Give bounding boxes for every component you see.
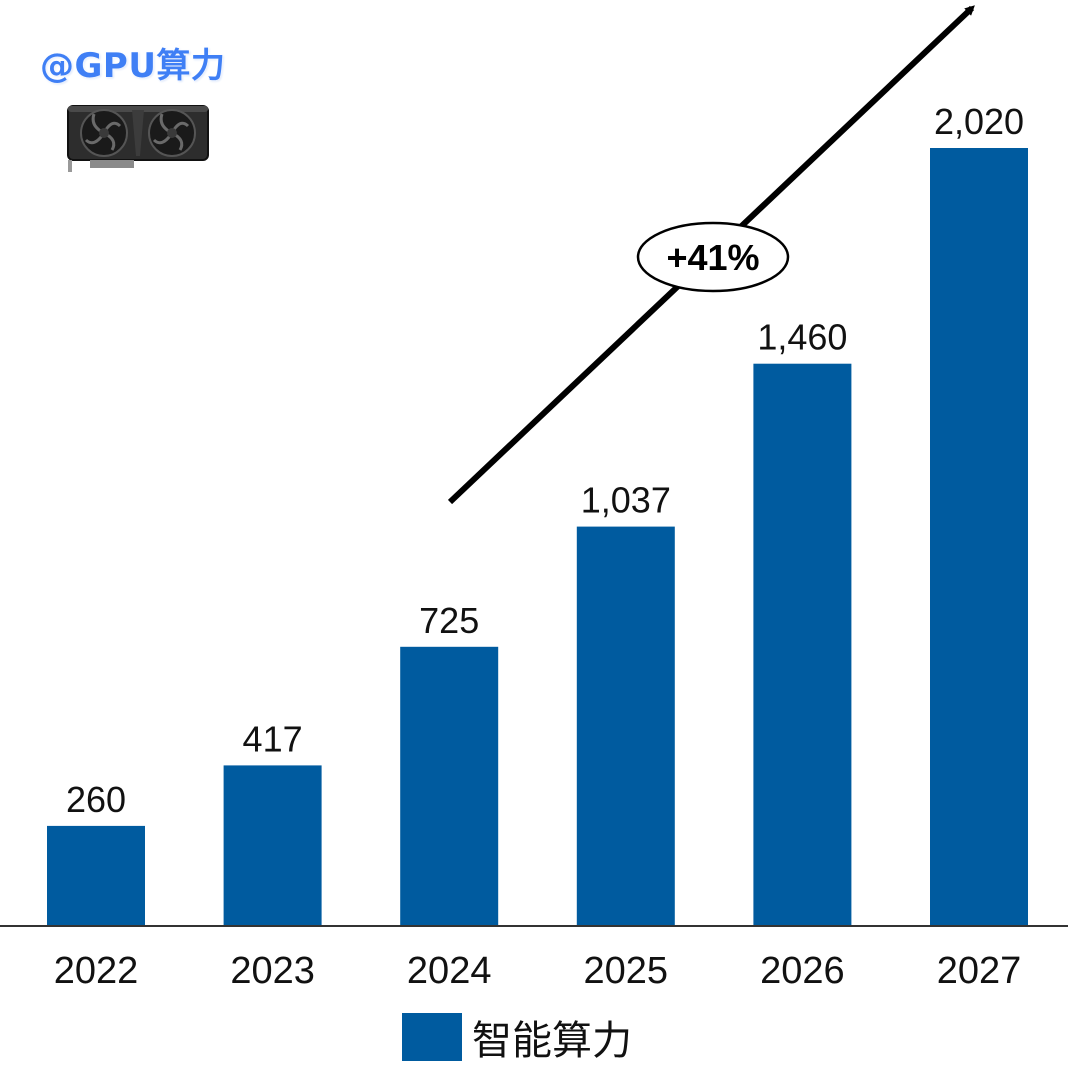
bar-2027: [930, 148, 1028, 926]
bar-2024: [400, 646, 499, 926]
data-label-2023: 417: [243, 718, 303, 759]
growth-annotation: +41%: [636, 221, 790, 293]
bar-2025: [576, 526, 675, 926]
gpu-card-icon: [67, 105, 209, 172]
legend-label: 智能算力: [472, 1018, 632, 1064]
growth-annotation-ellipse: [636, 221, 790, 293]
legend: 智能算力: [402, 1008, 632, 1066]
x-tick-2022: 2022: [54, 950, 139, 992]
growth-annotation-label: +41%: [666, 237, 759, 278]
data-label-2025: 1,037: [581, 480, 671, 521]
x-tick-2027: 2027: [937, 950, 1022, 992]
legend-swatch: [402, 1013, 462, 1061]
x-tick-2024: 2024: [407, 950, 492, 992]
data-label-2027: 2,020: [934, 101, 1024, 142]
x-tick-2025: 2025: [584, 950, 669, 992]
bar-2022: [47, 825, 145, 926]
data-label-2024: 725: [419, 600, 479, 641]
data-label-2022: 260: [66, 779, 126, 820]
bar-2026: [753, 363, 852, 926]
x-tick-2023: 2023: [230, 950, 315, 992]
watermark: @GPU算力: [40, 46, 226, 86]
bar-2023: [223, 765, 322, 926]
x-tick-2026: 2026: [760, 950, 845, 992]
data-label-2026: 1,460: [757, 317, 847, 358]
